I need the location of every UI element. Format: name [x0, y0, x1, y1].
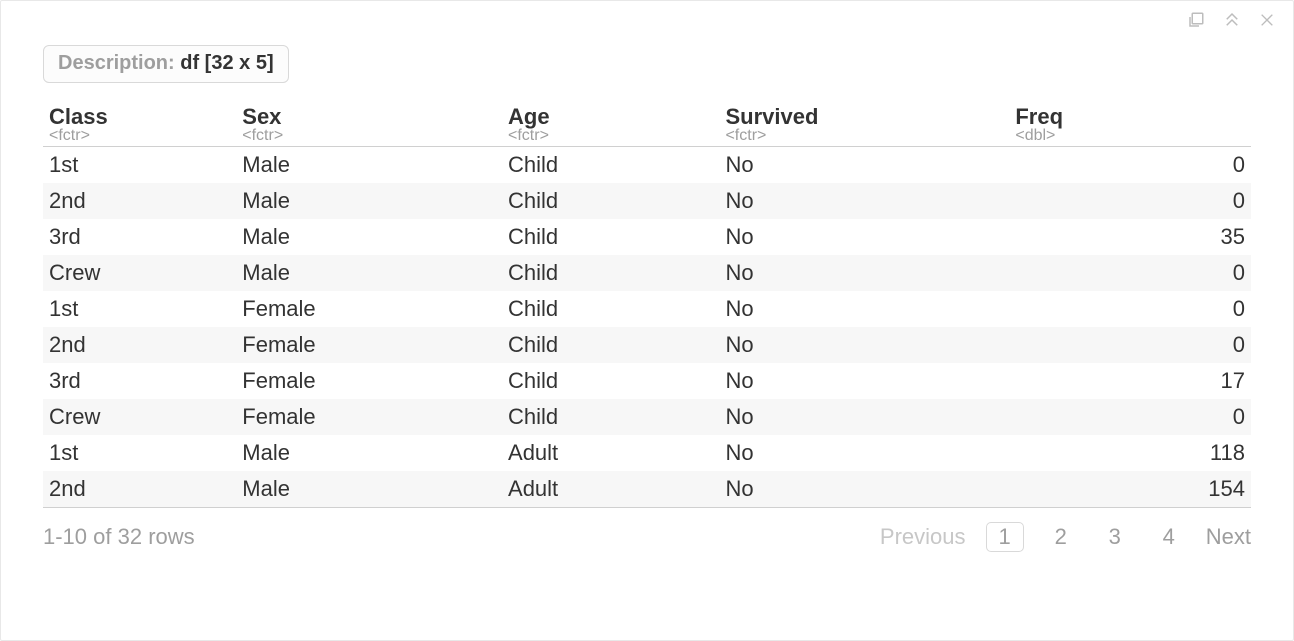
table-body: 1stMaleChildNo02ndMaleChildNo03rdMaleChi… [43, 147, 1251, 508]
pager-next[interactable]: Next [1206, 524, 1251, 550]
table-row[interactable]: 1stMaleAdultNo118 [43, 435, 1251, 471]
table-cell: No [719, 147, 1009, 184]
table-cell: Female [236, 399, 502, 435]
table-cell: 1st [43, 435, 236, 471]
column-name: Survived [725, 104, 818, 129]
table-cell: Child [502, 399, 719, 435]
table-row[interactable]: 2ndMaleAdultNo154 [43, 471, 1251, 508]
table-row[interactable]: 1stFemaleChildNo0 [43, 291, 1251, 327]
table-cell: 0 [1009, 255, 1251, 291]
column-header[interactable]: Survived<fctr> [719, 101, 1009, 147]
table-cell: Male [236, 471, 502, 508]
table-cell: Female [236, 363, 502, 399]
table-cell: Child [502, 183, 719, 219]
table-cell: 0 [1009, 327, 1251, 363]
table-cell: Male [236, 435, 502, 471]
column-name: Sex [242, 104, 281, 129]
table-cell: Child [502, 363, 719, 399]
table-cell: No [719, 327, 1009, 363]
table-cell: 17 [1009, 363, 1251, 399]
table-cell: No [719, 291, 1009, 327]
pager-page-current[interactable]: 1 [986, 522, 1024, 552]
table-cell: No [719, 471, 1009, 508]
table-cell: Male [236, 147, 502, 184]
table-head: Class<fctr>Sex<fctr>Age<fctr>Survived<fc… [43, 101, 1251, 147]
column-type: <fctr> [508, 127, 713, 144]
table-cell: 3rd [43, 219, 236, 255]
table-row[interactable]: 3rdMaleChildNo35 [43, 219, 1251, 255]
table-cell: Child [502, 291, 719, 327]
column-type: <fctr> [725, 127, 1003, 144]
table-cell: 35 [1009, 219, 1251, 255]
table-cell: No [719, 219, 1009, 255]
panel-content: Description: df [32 x 5] Class<fctr>Sex<… [1, 1, 1293, 572]
table-cell: 3rd [43, 363, 236, 399]
pager-page[interactable]: 4 [1152, 524, 1186, 550]
table-cell: No [719, 363, 1009, 399]
table-cell: Female [236, 291, 502, 327]
table-row[interactable]: CrewFemaleChildNo0 [43, 399, 1251, 435]
pager-pages: 1234 [986, 522, 1186, 552]
table-cell: Male [236, 219, 502, 255]
data-table: Class<fctr>Sex<fctr>Age<fctr>Survived<fc… [43, 101, 1251, 508]
table-header-row: Class<fctr>Sex<fctr>Age<fctr>Survived<fc… [43, 101, 1251, 147]
popout-icon[interactable] [1187, 11, 1205, 29]
table-row[interactable]: CrewMaleChildNo0 [43, 255, 1251, 291]
table-cell: Child [502, 327, 719, 363]
table-cell: Crew [43, 399, 236, 435]
table-row[interactable]: 3rdFemaleChildNo17 [43, 363, 1251, 399]
table-cell: Crew [43, 255, 236, 291]
pager-page[interactable]: 3 [1098, 524, 1132, 550]
pager-page[interactable]: 2 [1044, 524, 1078, 550]
column-header[interactable]: Class<fctr> [43, 101, 236, 147]
table-cell: 2nd [43, 183, 236, 219]
pager: Previous 1234 Next [880, 522, 1251, 552]
table-cell: 2nd [43, 471, 236, 508]
table-cell: No [719, 255, 1009, 291]
table-cell: 118 [1009, 435, 1251, 471]
column-type: <fctr> [242, 127, 496, 144]
column-name: Freq [1015, 104, 1063, 129]
table-cell: 0 [1009, 291, 1251, 327]
column-type: <fctr> [49, 127, 230, 144]
table-cell: 0 [1009, 399, 1251, 435]
description-value: df [32 x 5] [180, 52, 273, 74]
data-viewer-panel: Description: df [32 x 5] Class<fctr>Sex<… [0, 0, 1294, 641]
table-cell: Female [236, 327, 502, 363]
column-header[interactable]: Freq<dbl> [1009, 101, 1251, 147]
pager-previous: Previous [880, 524, 966, 550]
table-cell: 0 [1009, 183, 1251, 219]
column-name: Age [508, 104, 550, 129]
table-cell: Child [502, 219, 719, 255]
column-name: Class [49, 104, 108, 129]
column-type: <dbl> [1015, 127, 1245, 144]
table-cell: Adult [502, 435, 719, 471]
table-cell: 2nd [43, 327, 236, 363]
table-cell: 1st [43, 291, 236, 327]
table-cell: 0 [1009, 147, 1251, 184]
collapse-icon[interactable] [1223, 11, 1241, 29]
panel-toolbar [1187, 11, 1275, 29]
table-cell: Child [502, 147, 719, 184]
table-cell: Male [236, 183, 502, 219]
table-cell: 154 [1009, 471, 1251, 508]
description-box: Description: df [32 x 5] [43, 45, 289, 83]
table-row[interactable]: 1stMaleChildNo0 [43, 147, 1251, 184]
table-cell: Child [502, 255, 719, 291]
column-header[interactable]: Sex<fctr> [236, 101, 502, 147]
table-cell: No [719, 435, 1009, 471]
table-footer: 1-10 of 32 rows Previous 1234 Next [43, 508, 1251, 552]
table-cell: 1st [43, 147, 236, 184]
table-row[interactable]: 2ndMaleChildNo0 [43, 183, 1251, 219]
row-status-text: 1-10 of 32 rows [43, 524, 195, 550]
table-cell: Adult [502, 471, 719, 508]
table-cell: No [719, 183, 1009, 219]
table-cell: Male [236, 255, 502, 291]
column-header[interactable]: Age<fctr> [502, 101, 719, 147]
table-cell: No [719, 399, 1009, 435]
description-label: Description: [58, 52, 175, 74]
close-icon[interactable] [1259, 12, 1275, 28]
table-row[interactable]: 2ndFemaleChildNo0 [43, 327, 1251, 363]
